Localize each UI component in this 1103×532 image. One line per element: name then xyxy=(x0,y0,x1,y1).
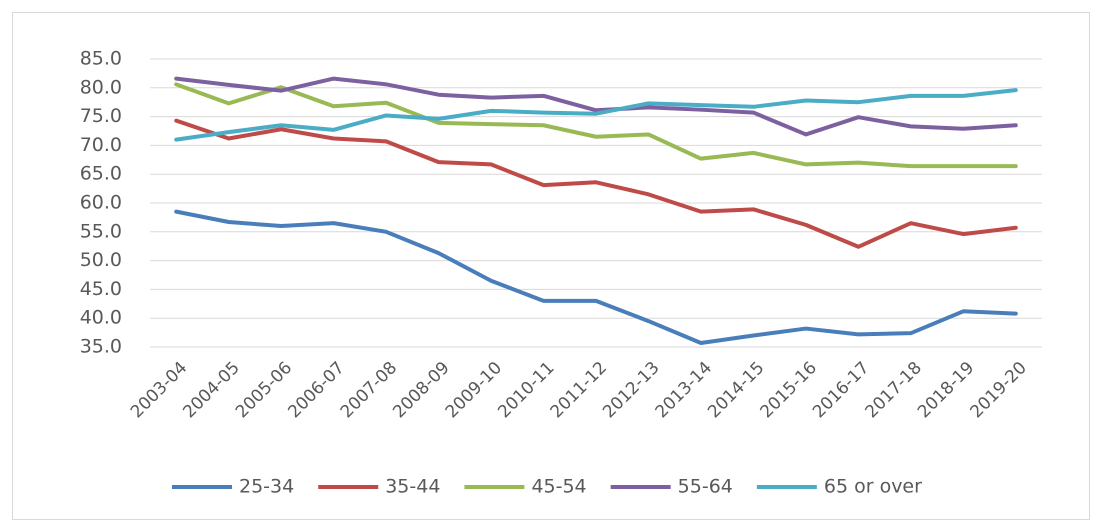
legend-label: 25-34 xyxy=(239,476,294,498)
y-tick-label: 40.0 xyxy=(80,307,122,329)
y-tick-label: 65.0 xyxy=(80,163,122,185)
y-tick-label: 70.0 xyxy=(80,134,122,156)
line xyxy=(174,88,1018,142)
y-tick-label: 80.0 xyxy=(80,76,122,98)
y-tick-label: 50.0 xyxy=(80,249,122,271)
y-tick-label: 75.0 xyxy=(80,105,122,127)
y-tick-label: 85.0 xyxy=(80,48,122,70)
y-tick-label: 60.0 xyxy=(80,192,122,214)
line xyxy=(174,118,1018,249)
y-tick-label: 55.0 xyxy=(80,220,122,242)
legend-label: 45-54 xyxy=(531,476,586,498)
y-tick-label: 35.0 xyxy=(80,336,122,358)
line xyxy=(174,76,1018,137)
line xyxy=(174,82,1018,169)
legend-label: 35-44 xyxy=(385,476,440,498)
legend-label: 65 or over xyxy=(824,476,922,498)
line xyxy=(174,209,1018,345)
legend-label: 55-64 xyxy=(678,476,733,498)
y-tick-label: 45.0 xyxy=(80,278,122,300)
chart-border xyxy=(12,12,1090,520)
